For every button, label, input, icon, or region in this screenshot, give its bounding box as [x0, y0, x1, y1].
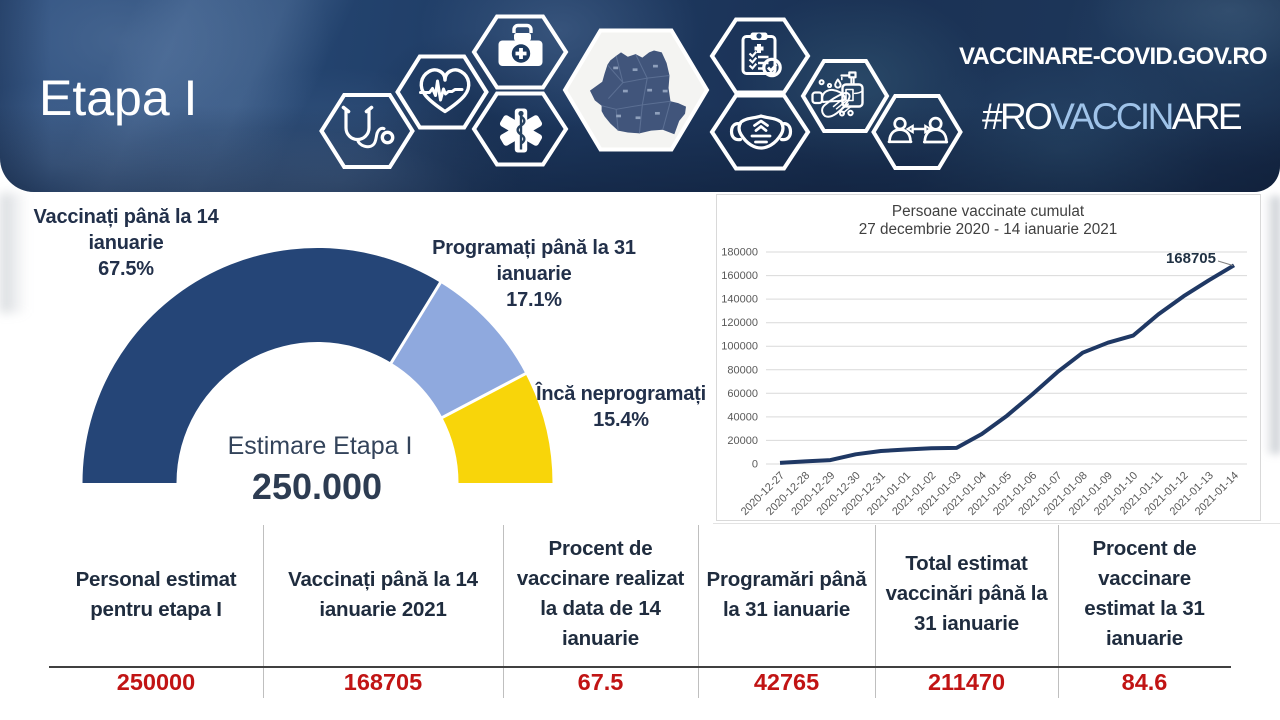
svg-text:20000: 20000 — [727, 435, 758, 447]
svg-text:40000: 40000 — [727, 411, 758, 423]
svg-text:120000: 120000 — [721, 317, 758, 329]
svg-text:160000: 160000 — [721, 270, 758, 282]
svg-text:80000: 80000 — [727, 364, 758, 376]
svg-text:180000: 180000 — [721, 247, 758, 259]
svg-text:140000: 140000 — [721, 294, 758, 306]
svg-text:0: 0 — [752, 459, 758, 471]
svg-text:60000: 60000 — [727, 388, 758, 400]
svg-text:100000: 100000 — [721, 341, 758, 353]
